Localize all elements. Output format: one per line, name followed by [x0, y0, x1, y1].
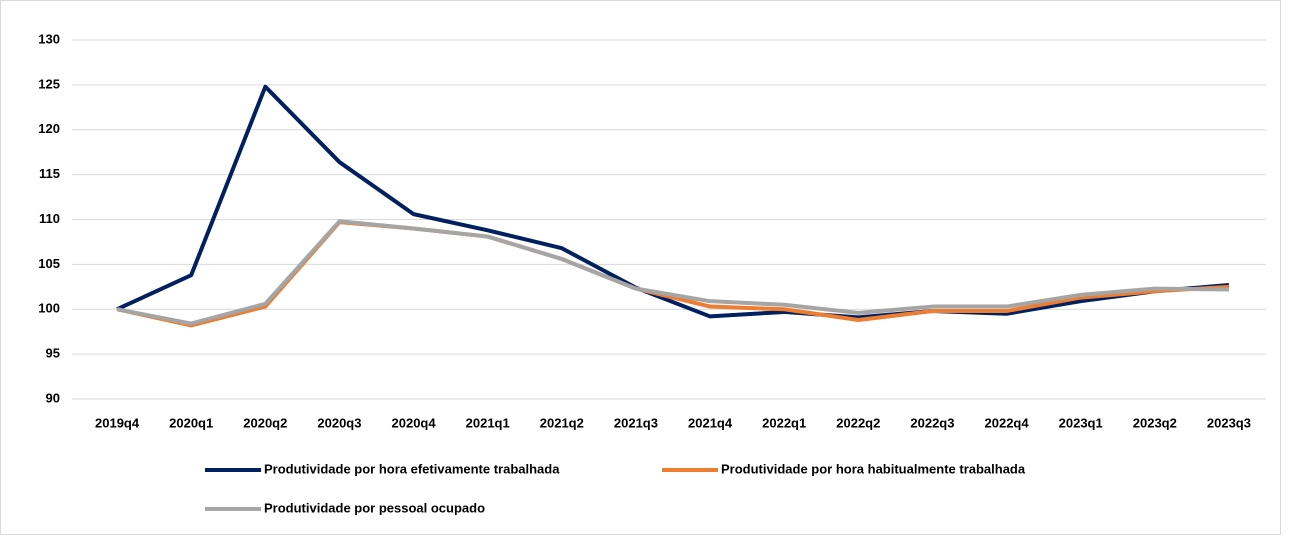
x-tick-label: 2022q4: [985, 415, 1030, 430]
y-tick-label: 115: [39, 166, 60, 181]
x-tick-label: 2020q3: [317, 415, 361, 430]
legend-label: Produtividade por hora habitualmente tra…: [721, 461, 1026, 476]
chart-frame: [0, 0, 1281, 535]
y-tick-label: 90: [46, 390, 60, 405]
series-line: [116, 84, 1230, 320]
x-tick-label: 2022q2: [836, 415, 880, 430]
y-tick-label: 110: [39, 211, 60, 226]
x-tick-label: 2023q3: [1207, 415, 1251, 430]
x-tick-label: 2023q2: [1133, 415, 1177, 430]
y-tick-label: 130: [38, 31, 60, 46]
legend-label: Produtividade por hora efetivamente trab…: [264, 461, 560, 476]
x-tick-label: 2023q1: [1059, 415, 1103, 430]
y-tick-label: 100: [38, 301, 60, 316]
y-tick-label: 105: [38, 256, 60, 271]
x-tick-label: 2019q4: [95, 415, 140, 430]
x-tick-label: 2021q3: [614, 415, 658, 430]
x-tick-label: 2021q2: [540, 415, 584, 430]
x-tick-label: 2021q1: [466, 415, 510, 430]
x-tick-label: 2022q3: [910, 415, 954, 430]
x-tick-label: 2020q4: [392, 415, 437, 430]
x-tick-label: 2020q1: [169, 415, 213, 430]
y-tick-label: 120: [38, 121, 60, 136]
x-tick-label: 2021q4: [688, 415, 733, 430]
x-tick-label: 2022q1: [762, 415, 806, 430]
series-line: [116, 219, 1229, 326]
legend-label: Produtividade por pessoal ocupado: [264, 500, 485, 515]
y-tick-label: 125: [38, 76, 60, 91]
y-tick-label: 95: [46, 346, 60, 361]
x-tick-label: 2020q2: [243, 415, 287, 430]
